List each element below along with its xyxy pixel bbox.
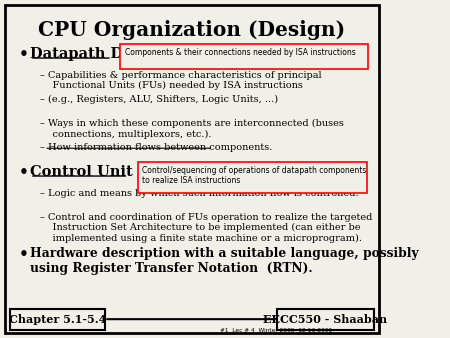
FancyBboxPatch shape <box>138 162 367 193</box>
Text: CPU Organization (Design): CPU Organization (Design) <box>38 20 346 40</box>
Text: Components & their connections needed by ISA instructions: Components & their connections needed by… <box>125 48 355 57</box>
Text: Control Unit Design:: Control Unit Design: <box>30 165 200 179</box>
FancyBboxPatch shape <box>5 5 379 333</box>
Text: Hardware description with a suitable language, possibly
using Register Transfer : Hardware description with a suitable lan… <box>30 247 418 275</box>
FancyBboxPatch shape <box>120 44 369 69</box>
FancyBboxPatch shape <box>10 309 105 330</box>
Text: – Ways in which these components are interconnected (buses
    connections, mult: – Ways in which these components are int… <box>40 119 343 139</box>
Text: – Capabilities & performance characteristics of principal
    Functional Units (: – Capabilities & performance characteris… <box>40 71 321 90</box>
Text: #1  Lec # 4  Winter 2005  12-13-2005: #1 Lec # 4 Winter 2005 12-13-2005 <box>220 328 332 333</box>
Text: Control/sequencing of operations of datapath components
to realize ISA instructi: Control/sequencing of operations of data… <box>143 166 367 185</box>
Text: EECC550 - Shaaban: EECC550 - Shaaban <box>263 314 387 325</box>
Text: – How information flows between components.: – How information flows between componen… <box>40 143 272 152</box>
Text: Datapath Design:: Datapath Design: <box>30 47 173 61</box>
Text: – (e.g., Registers, ALU, Shifters, Logic Units, ...): – (e.g., Registers, ALU, Shifters, Logic… <box>40 95 278 104</box>
Text: – Control and coordination of FUs operation to realize the targeted
    Instruct: – Control and coordination of FUs operat… <box>40 213 372 243</box>
Text: – Logic and means by which such information flow is controlled.: – Logic and means by which such informat… <box>40 189 358 198</box>
Text: •: • <box>18 247 28 262</box>
Text: •: • <box>18 165 28 179</box>
Text: Chapter 5.1-5.4: Chapter 5.1-5.4 <box>9 314 107 325</box>
Text: •: • <box>18 47 28 62</box>
FancyBboxPatch shape <box>277 309 374 330</box>
